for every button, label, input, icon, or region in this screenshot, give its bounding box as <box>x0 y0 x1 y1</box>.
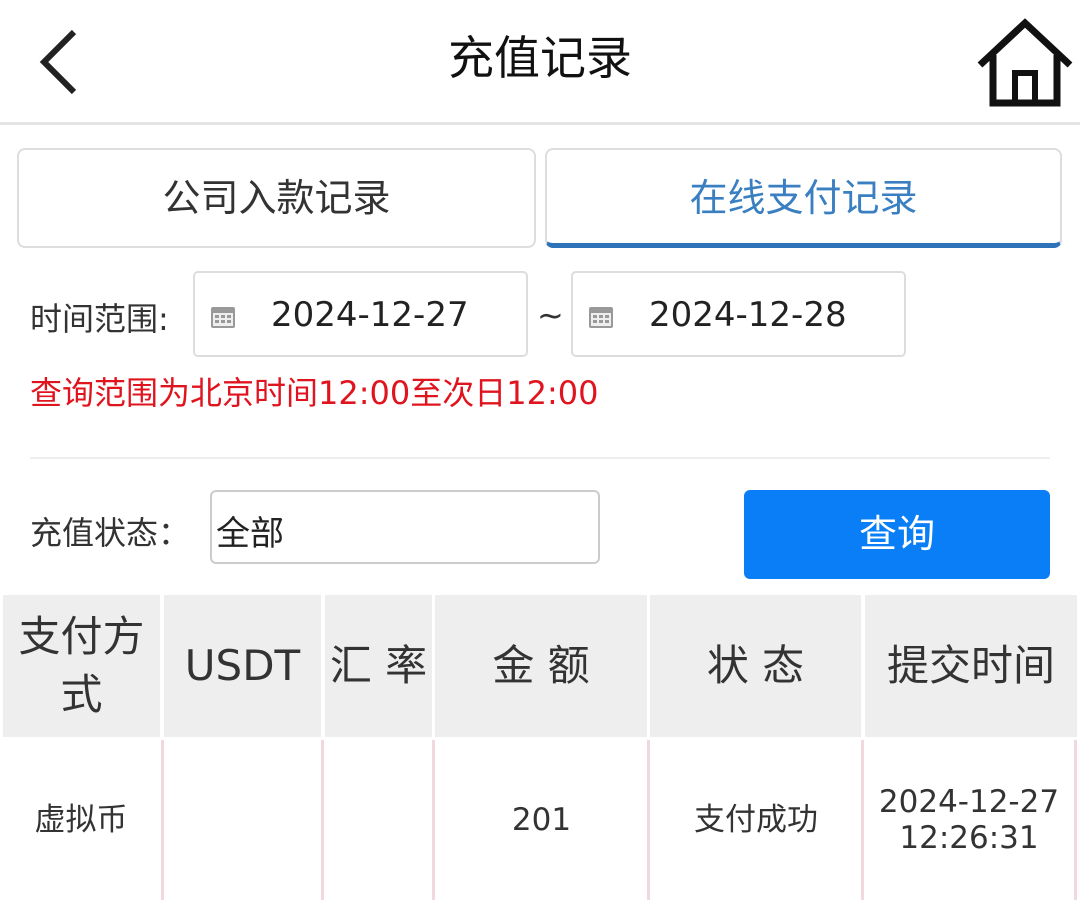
status-select[interactable]: 全部 <box>210 490 600 564</box>
start-date-input[interactable]: 2024-12-27 <box>193 271 528 357</box>
divider <box>30 457 1050 459</box>
column-header-rate: 汇 率 <box>325 595 432 737</box>
home-icon[interactable] <box>975 15 1075 110</box>
calendar-icon <box>589 307 613 328</box>
query-range-notice: 查询范围为北京时间12:00至次日12:00 <box>30 374 599 412</box>
top-bar: 充值记录 <box>0 0 1080 125</box>
time-range-label: 时间范围: <box>30 300 169 338</box>
time-clock: 12:26:31 <box>899 820 1039 856</box>
calendar-icon <box>211 307 235 328</box>
chevron-left-icon[interactable] <box>30 22 90 102</box>
column-header-amount: 金 额 <box>435 595 647 737</box>
page-title: 充值记录 <box>448 31 632 85</box>
column-header-status: 状 态 <box>650 595 861 737</box>
start-date-value: 2024-12-27 <box>271 295 469 335</box>
end-date-input[interactable]: 2024-12-28 <box>571 271 906 357</box>
tab-online-payment[interactable]: 在线支付记录 <box>545 148 1062 248</box>
end-date-value: 2024-12-28 <box>649 295 847 335</box>
tab-company-deposit[interactable]: 公司入款记录 <box>17 148 536 248</box>
status-label: 充值状态： <box>30 514 191 552</box>
column-header-usdt: USDT <box>164 595 321 737</box>
query-button[interactable]: 查询 <box>744 490 1050 579</box>
cell-time: 2024-12-27 12:26:31 <box>861 740 1077 900</box>
cell-usdt <box>161 740 322 900</box>
cell-status: 支付成功 <box>647 740 862 900</box>
cell-amount: 201 <box>432 740 648 900</box>
cell-rate <box>321 740 433 900</box>
cell-method: 虚拟币 <box>34 802 128 838</box>
column-header-time: 提交时间 <box>865 595 1077 737</box>
column-header-method: 支付方式 <box>3 595 160 737</box>
date-separator: ~ <box>537 296 564 334</box>
time-date: 2024-12-27 <box>878 784 1060 820</box>
